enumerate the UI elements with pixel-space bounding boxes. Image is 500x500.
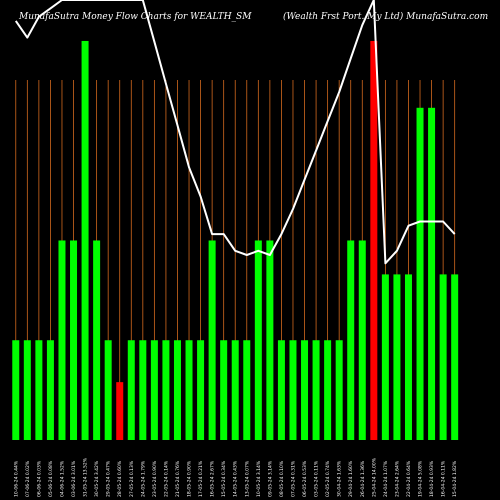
bar [173, 340, 181, 440]
bar [347, 240, 355, 440]
bar [197, 340, 205, 440]
tick-label: 03-05-24 0.11% [314, 460, 320, 497]
tick-label: 30-05-24 3.42% [94, 460, 100, 497]
tick-label: 16-05-24 2.67% [210, 460, 216, 497]
bar [254, 240, 262, 440]
tick-labels-group: 10-06-24 0.44% 07-06-24 0.02% 06-06-24 0.0… [13, 457, 458, 497]
tick-label: 15-05-24 0.34% [221, 460, 227, 497]
bar [46, 340, 54, 440]
tick-label: 27-05-24 0.13% [129, 460, 135, 497]
bar [277, 340, 285, 440]
tick-label: 16-04-24 0.11% [441, 460, 447, 497]
tick-label: 29-05-24 0.47% [106, 460, 112, 497]
tick-label: 19-04-24 5.08% [418, 460, 424, 497]
bar [312, 340, 320, 440]
bar [162, 340, 170, 440]
bar [127, 340, 135, 440]
money-flow-line-group [14, 0, 456, 265]
tick-label: 02-05-24 0.74% [325, 460, 331, 497]
tick-label: 26-04-24 1.36% [360, 460, 366, 497]
bar [58, 240, 66, 440]
bar [439, 274, 447, 440]
tick-label: 23-05-24 0.90% [152, 460, 158, 497]
tick-label: 06-05-24 0.53% [302, 460, 308, 497]
tick-label: 25-04-24 14.00% [371, 457, 377, 497]
bar [243, 340, 251, 440]
money-flow-line [14, 0, 456, 265]
tick-label: 10-06-24 0.44% [13, 460, 19, 497]
bar [404, 274, 412, 440]
bar [393, 274, 401, 440]
tick-label: 21-05-24 0.76% [175, 460, 181, 497]
tick-label: 04-06-24 1.52% [59, 460, 65, 497]
bar [220, 340, 228, 440]
chart-title-right: (Wealth Frst Port. My Ltd) MunafaSutra.c… [283, 11, 488, 22]
tick-label: 24-04-24 1.07% [383, 460, 389, 497]
tick-label: 18-05-24 0.90% [187, 460, 193, 497]
tick-label: 28-05-24 0.60% [117, 460, 123, 497]
bar [266, 240, 274, 440]
tick-label: 05-06-24 0.08% [48, 460, 54, 497]
bar [93, 240, 101, 440]
tick-label: 13-05-24 0.07% [244, 460, 250, 497]
bar [23, 340, 31, 440]
tick-label: 29-04-24 1.60% [348, 460, 354, 497]
tick-label: 07-05-24 0.31% [290, 460, 296, 497]
tick-label: 09-05-24 3.14% [267, 460, 273, 497]
tick-label: 14-05-24 0.43% [233, 460, 239, 497]
tick-label: 07-06-24 0.02% [25, 460, 31, 497]
tick-label: 31-05-24 13.52% [83, 457, 89, 497]
bar [231, 340, 239, 440]
tick-label: 06-06-24 0.03% [36, 460, 42, 497]
bar [335, 340, 343, 440]
bar [70, 240, 78, 440]
bar [104, 340, 112, 440]
bar [35, 340, 43, 440]
bars-group [12, 40, 459, 441]
bar [451, 274, 459, 440]
tick-label: 15-04-24 1.82% [452, 460, 458, 497]
bar [301, 340, 309, 440]
tick-label: 17-05-24 0.21% [198, 460, 204, 497]
bar [185, 340, 193, 440]
bar [289, 340, 297, 440]
bar [416, 107, 424, 441]
bar [324, 340, 332, 440]
bar [381, 274, 389, 440]
bar [139, 340, 147, 440]
bar [12, 340, 20, 440]
bar [428, 107, 436, 441]
tick-label: 30-04-24 1.63% [337, 460, 343, 497]
tick-label: 24-05-24 1.79% [140, 460, 146, 497]
tick-label: 08-05-24 0.10% [279, 460, 285, 497]
tick-label: 22-04-24 0.64% [406, 460, 412, 497]
bar [358, 240, 366, 440]
tick-label: 10-05-24 3.14% [256, 460, 262, 497]
tick-label: 03-06-24 3.01% [71, 460, 77, 497]
bar [370, 40, 378, 440]
bar [81, 40, 89, 440]
tick-label: 18-04-24 0.93% [429, 460, 435, 497]
bar [116, 382, 124, 440]
bar [150, 340, 158, 440]
tick-label: 23-04-24 2.64% [394, 460, 400, 497]
bar [208, 240, 216, 440]
chart-title-left: MunafaSutra Money Flow Charts for WEALTH… [18, 12, 252, 22]
tick-label: 22-05-24 0.14% [163, 460, 169, 497]
